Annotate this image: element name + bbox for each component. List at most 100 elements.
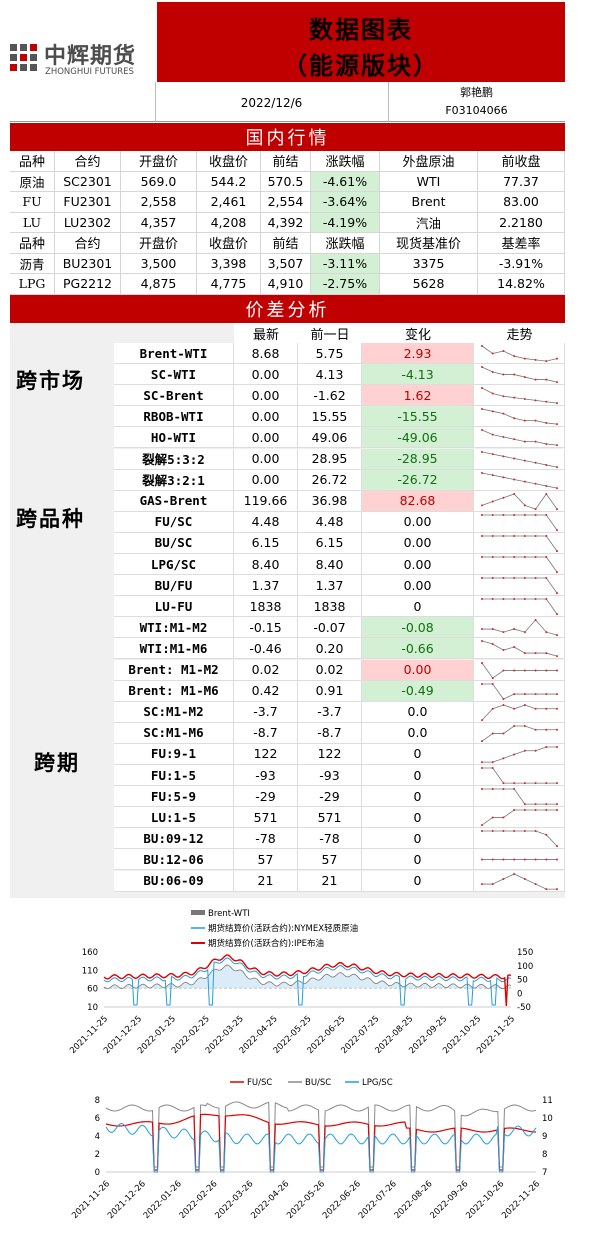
y-axis-right-tick: 10 bbox=[542, 1114, 553, 1124]
sparkline-point bbox=[556, 613, 558, 616]
sparkline-point bbox=[491, 858, 494, 861]
spread-row-latest: 6.15 bbox=[234, 532, 298, 554]
domestic-cell: LU bbox=[10, 212, 55, 233]
domestic-cell: 汽油 bbox=[380, 212, 478, 233]
sparkline-point bbox=[513, 830, 516, 833]
sparkline-point bbox=[556, 655, 558, 658]
sparkline-point bbox=[545, 534, 548, 537]
sparkline-point bbox=[481, 577, 483, 580]
sparkline-point bbox=[491, 410, 494, 413]
brent-wti-line bbox=[103, 964, 512, 990]
sparkline-point bbox=[523, 357, 526, 360]
sparkline-point bbox=[481, 408, 483, 411]
spread-row-sparkline bbox=[474, 680, 565, 702]
spread-row-sparkline bbox=[474, 448, 565, 470]
sparkline-point bbox=[556, 669, 558, 672]
domestic-cell: 3,507 bbox=[261, 253, 311, 274]
sparkline-point bbox=[502, 454, 505, 457]
sparkline-point bbox=[491, 882, 494, 885]
spread-row-name: GAS-Brent bbox=[114, 490, 234, 512]
spread-row-latest: 0.00 bbox=[234, 469, 298, 491]
spread-row-prev: 15.55 bbox=[298, 406, 362, 428]
chart-ratio-svg: FU/SC BU/SC LPG/SC 8642011109872021-11-2… bbox=[70, 1078, 553, 1221]
spread-row-name: RBOB-WTI bbox=[114, 406, 234, 428]
sparkline-point bbox=[502, 649, 505, 652]
sparkline-point bbox=[534, 358, 537, 361]
spread-row-latest: 0.00 bbox=[234, 427, 298, 449]
sparkline-point bbox=[513, 858, 516, 861]
sparkline-point bbox=[481, 858, 483, 861]
sparkline-point bbox=[545, 834, 548, 837]
sparkline-svg bbox=[481, 534, 558, 552]
spread-row-name: HO-WTI bbox=[114, 427, 234, 449]
sparkline-point bbox=[502, 475, 505, 478]
wti-line bbox=[103, 957, 512, 1006]
sparkline-point bbox=[502, 373, 505, 376]
sparkline-svg bbox=[481, 682, 558, 700]
spread-row-latest: 0.00 bbox=[234, 406, 298, 428]
sparkline-point bbox=[545, 887, 548, 890]
sparkline-point bbox=[513, 724, 516, 727]
domestic-cell: 5628 bbox=[380, 274, 478, 295]
sparkline-point bbox=[556, 887, 558, 890]
spread-row-sparkline bbox=[474, 638, 565, 660]
domestic-cell: 83.00 bbox=[478, 192, 565, 213]
sparkline-point bbox=[523, 877, 526, 880]
spread-row-latest: 0.00 bbox=[234, 385, 298, 407]
domestic-cell: 2.2180 bbox=[478, 212, 565, 233]
domestic-header-cell: 前收盘 bbox=[478, 151, 565, 172]
title-banner: 数据图表 （能源版块） bbox=[157, 2, 565, 82]
domestic-cell: BU2301 bbox=[55, 253, 121, 274]
spread-row-name: FU:1-5 bbox=[114, 765, 234, 787]
sparkline-point bbox=[513, 577, 516, 580]
spread-row-latest: 1.37 bbox=[234, 575, 298, 597]
sparkline-point bbox=[491, 628, 494, 631]
sparkline-point bbox=[534, 749, 537, 752]
spread-row-change: -0.66 bbox=[362, 638, 474, 660]
sparkline-line bbox=[482, 788, 557, 805]
sparkline-point bbox=[481, 556, 483, 558]
y-axis-left-tick: 6 bbox=[95, 1114, 100, 1124]
domestic-cell: LPG bbox=[10, 274, 55, 295]
domestic-cell: -3.11% bbox=[311, 253, 380, 274]
domestic-header-cell: 前结 bbox=[261, 233, 311, 254]
spread-row-latest: 4.48 bbox=[234, 511, 298, 533]
sparkline-point bbox=[523, 534, 526, 537]
sparkline-point bbox=[545, 513, 548, 516]
header-info-row: 2022/12/6 郭艳鹏 F03104066 bbox=[10, 82, 565, 122]
sparkline-point bbox=[545, 652, 548, 655]
spread-row-name: BU/SC bbox=[114, 532, 234, 554]
sparkline-line bbox=[481, 472, 558, 489]
sparkline-point bbox=[491, 788, 494, 791]
spread-row-name: LU:1-5 bbox=[114, 807, 234, 829]
spread-row-change: 0.00 bbox=[362, 659, 474, 681]
spread-row-sparkline bbox=[474, 511, 565, 533]
sparkline-point bbox=[556, 745, 558, 748]
sparkline-point bbox=[556, 782, 558, 785]
sparkline-svg bbox=[481, 661, 558, 679]
sparkline-point bbox=[556, 571, 558, 574]
sparkline-point bbox=[502, 631, 505, 634]
spread-row-name: Brent-WTI bbox=[114, 343, 234, 365]
spread-table: 跨市场 跨品种 跨期 最新 前一日 变化 走势 Brent-WTI 8.68 5.75 2.9… bbox=[10, 323, 565, 898]
spread-row-name: LPG/SC bbox=[114, 554, 234, 576]
sparkline-point bbox=[502, 782, 505, 785]
sparkline-svg bbox=[481, 345, 558, 363]
sparkline-point bbox=[534, 882, 537, 885]
spread-row-prev: 4.13 bbox=[298, 364, 362, 386]
sparkline-point bbox=[556, 803, 558, 806]
spread-row-name: SC:M1-M6 bbox=[114, 722, 234, 744]
sparkline-point bbox=[545, 809, 548, 812]
spread-row-name: WTI:M1-M6 bbox=[114, 638, 234, 660]
domestic-cell: 4,775 bbox=[197, 274, 261, 295]
legend-swatch-brent-wti bbox=[191, 910, 205, 915]
sparkline-point bbox=[534, 441, 537, 444]
sparkline-svg bbox=[481, 619, 558, 637]
domestic-cell: 569.0 bbox=[121, 171, 197, 192]
spread-row-latest: -93 bbox=[234, 765, 298, 787]
spread-row-change: 0.0 bbox=[362, 701, 474, 723]
spread-row-latest: -29 bbox=[234, 786, 298, 808]
sparkline-point bbox=[523, 830, 526, 833]
legend-wti: 期货结算价(活跃合约):NYMEX轻质原油 bbox=[208, 923, 358, 934]
sparkline-point bbox=[545, 631, 548, 634]
